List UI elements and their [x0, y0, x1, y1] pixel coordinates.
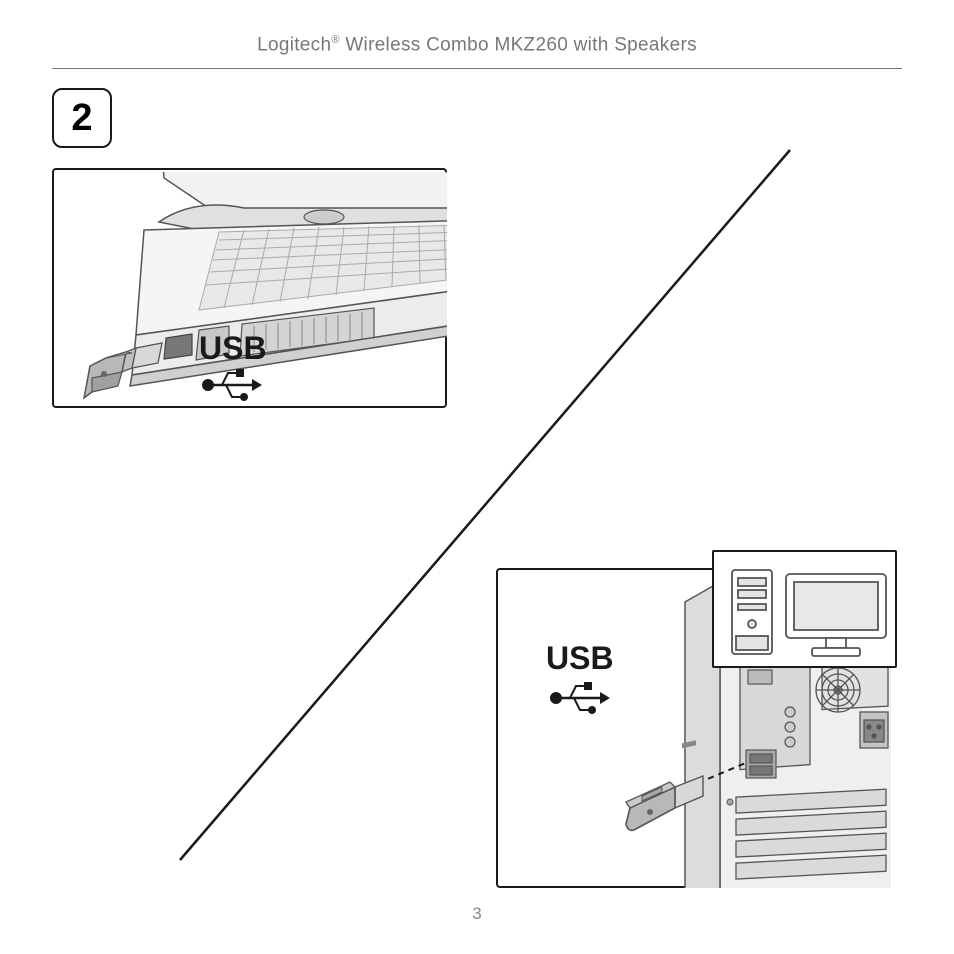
product-name: Wireless Combo MKZ260 with Speakers — [340, 34, 697, 55]
registered-mark: ® — [331, 34, 339, 46]
desktop-panel: USB — [496, 568, 891, 888]
page-header: Logitech® Wireless Combo MKZ260 with Spe… — [0, 34, 954, 56]
step-number: 2 — [71, 97, 92, 140]
laptop-panel: USB — [52, 168, 447, 408]
usb-trident-icon — [550, 678, 610, 718]
brand-name: Logitech — [257, 34, 331, 55]
desktop-inset-illustration — [714, 552, 899, 670]
page-number: 3 — [0, 904, 954, 924]
usb-label-desktop: USB — [546, 640, 614, 677]
desktop-inset-box — [712, 550, 897, 668]
step-number-box: 2 — [52, 88, 112, 148]
header-rule — [52, 68, 902, 69]
usb-label-laptop: USB — [199, 330, 267, 367]
usb-trident-icon — [202, 365, 262, 405]
